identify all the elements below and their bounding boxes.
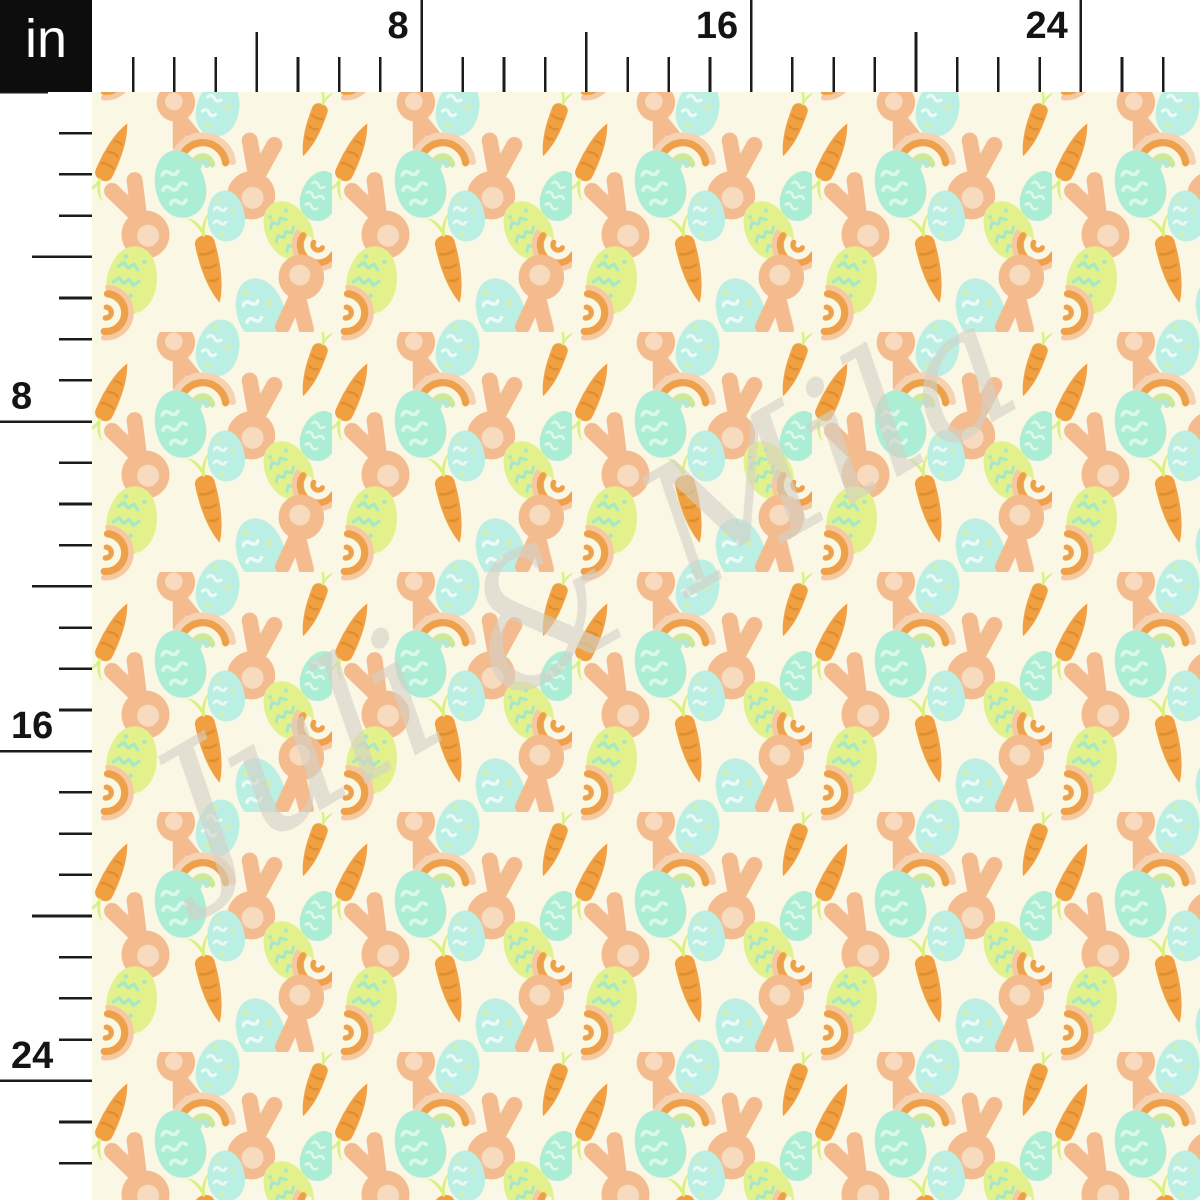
fabric-swatch — [92, 92, 1200, 1200]
ruler-label-top-16: 16 — [696, 5, 738, 47]
ruler-labels: 8 8 16 16 24 24 — [11, 5, 1068, 1077]
ruler-label-top-8: 8 — [387, 5, 408, 47]
unit-box — [0, 0, 92, 92]
ruler-label-left-8: 8 — [11, 376, 32, 418]
ruler-label-top-24: 24 — [1026, 5, 1068, 47]
top-ruler — [131, 0, 1165, 92]
ruler-label-left-16: 16 — [11, 705, 53, 747]
unit-label: in — [25, 9, 67, 69]
left-ruler — [0, 90, 92, 1165]
ruler-label-left-24: 24 — [11, 1035, 53, 1077]
